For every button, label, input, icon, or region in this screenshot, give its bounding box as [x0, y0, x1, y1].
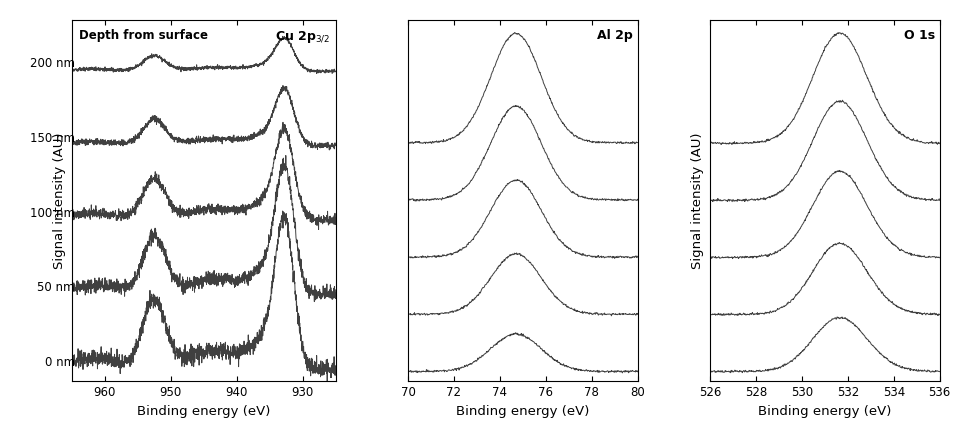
X-axis label: Binding energy (eV): Binding energy (eV): [758, 405, 891, 418]
Text: 150 nm: 150 nm: [30, 132, 74, 145]
Text: 50 nm: 50 nm: [37, 281, 74, 294]
Text: O 1s: O 1s: [903, 29, 934, 42]
Y-axis label: Signal intensity (AU): Signal intensity (AU): [691, 132, 703, 269]
Text: 100 nm: 100 nm: [30, 207, 74, 220]
Text: Al 2p: Al 2p: [597, 29, 633, 42]
Text: Cu 2p$_{3/2}$: Cu 2p$_{3/2}$: [275, 29, 330, 45]
X-axis label: Binding energy (eV): Binding energy (eV): [456, 405, 589, 418]
Text: 200 nm: 200 nm: [30, 58, 74, 70]
Text: 0 nm: 0 nm: [45, 356, 74, 369]
Y-axis label: Signal intensity (AU): Signal intensity (AU): [53, 132, 66, 269]
X-axis label: Binding energy (eV): Binding energy (eV): [137, 405, 270, 418]
Text: Depth from surface: Depth from surface: [79, 29, 209, 42]
